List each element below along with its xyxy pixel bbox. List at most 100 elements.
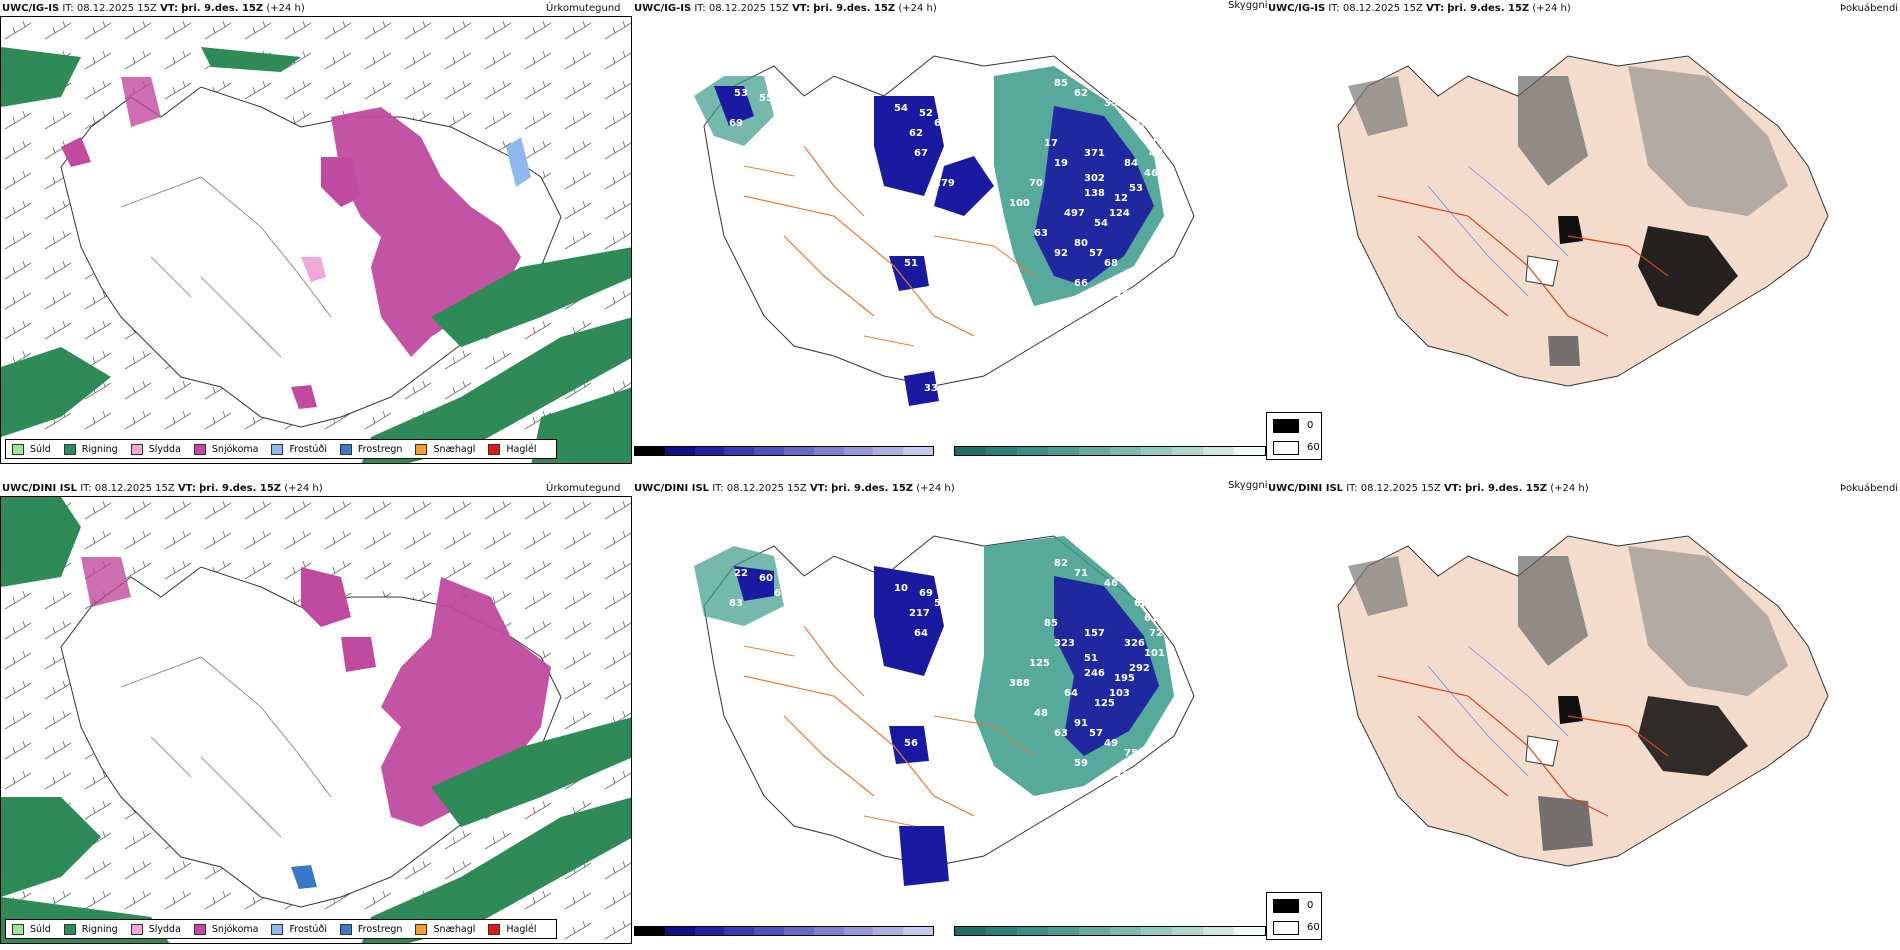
visibility-value-label: 85 [1054,78,1068,89]
precip-legend-label: Snæhagl [433,443,476,455]
precip-legend-label: Slydda [148,923,181,935]
visibility-value-label: 63 [1034,228,1048,239]
vt-value: þri. 9.des. 15Z [831,483,914,494]
precip-legend-label: Frostregn [357,923,403,935]
visibility-value-label: 84 [1124,158,1138,169]
it-value: 08.12.2025 15Z [1342,3,1423,14]
model-name: UWC/DINI ISL [634,483,710,494]
visibility-value-label: 71 [1074,568,1088,579]
visibility-value-label: 60 [759,573,773,584]
panel1-header: UWC/IG-IS IT: 08.12.2025 15Z VT: þri. 9.… [2,3,305,14]
fog-legend-max: 60 [1307,922,1320,933]
cloud-base-visibility-map: 53 55 43 69 54 52 62 67 66 57 83 93 279 85 62 35 46 41 47 4… [634,16,1266,456]
visibility-value-label: 80 [1074,238,1088,249]
visibility-value-label: 125 [1094,698,1115,709]
visibility-value-label: 46 [1144,168,1158,179]
precip-legend-label: Rigning [81,923,118,935]
visibility-value-label: 53 [1129,183,1143,194]
visibility-value-label: 68 [1104,258,1118,269]
precip-legend-item: Slydda [130,443,181,455]
fog-svg [1337,55,1829,387]
visibility-value-label: 326 [1124,638,1145,649]
vt-label: VT: [1443,483,1462,494]
model-name: UWC/IG-IS [2,3,60,14]
precip-legend-label: Rigning [81,443,118,455]
vt-value: þri. 9.des. 15Z [813,3,896,14]
cloud-base-visibility-map: 22 60 68 83 10 69 217 64 53 64 49 54 77 82 71 46 62 61 72 1… [634,496,1266,936]
visibility-value-label: 48 [1034,708,1048,719]
model-name: UWC/DINI ISL [1268,483,1344,494]
visibility-value-label: 55 [759,93,773,104]
visibility-value-label: 59 [1074,758,1088,769]
vt-label: VT: [160,3,179,14]
visibility-value-label: 302 [1084,173,1105,184]
visibility-value-label: 100 [1009,198,1030,209]
vt-value: þri. 9.des. 15Z [1447,3,1530,14]
visibility-value-label: 54 [1094,218,1108,229]
lead-time: (+24 h) [916,483,955,494]
it-label: IT: [80,483,92,494]
vt-value: þri. 9.des. 15Z [199,483,282,494]
visibility-value-label: 49 [959,598,973,609]
visibility-value-label: 19 [1054,158,1068,169]
it-label: IT: [1328,3,1340,14]
visibility-value-label: 69 [729,118,743,129]
it-value: 08.12.2025 15Z [1360,483,1441,494]
precip-legend-label: Súld [30,923,51,935]
precip-legend-label: Súld [30,443,51,455]
visibility-value-label: 83 [959,118,973,129]
visibility-value-label: 217 [909,608,930,619]
visibility-value-label: 70 [1029,178,1043,189]
precip-legend-item: Súld [12,443,51,455]
visibility-value-label: 54 [894,103,908,114]
lead-time: (+24 h) [898,3,937,14]
visibility-value-label: 56 [904,738,918,749]
visibility-value-label: 83 [729,598,743,609]
visibility-value-label: 63 [1054,728,1068,739]
precip-legend-item: Frostúði [271,923,327,935]
it-value: 08.12.2025 15Z [94,483,175,494]
precip-legend-item: Snæhagl [415,443,476,455]
panel1-title: Úrkomutegund [546,483,621,494]
model-name: UWC/IG-IS [634,3,692,14]
visibility-value-label: 68 [774,588,788,599]
visibility-value-label: 66 [919,358,933,369]
precip-legend-item: Frostregn [339,923,403,935]
precip-legend-swatch [12,443,24,455]
fog-indicator-map [1268,496,1900,936]
precip-legend-item: Snjókoma [193,443,258,455]
visibility-value-label: 51 [1084,653,1098,664]
precip-legend-item: Haglél [488,923,537,935]
visibility-value-label: 46 [1104,578,1118,589]
precip-legend-label: Haglél [506,443,537,455]
model-name: UWC/IG-IS [1268,3,1326,14]
lead-time: (+24 h) [284,483,323,494]
fog-legend-min: 0 [1307,420,1314,431]
visibility-value-label: 61 [1124,268,1138,279]
precip-legend-label: Frostúði [289,923,327,935]
visibility-value-label: 17 [1044,138,1058,149]
visibility-value-label: 57 [944,133,958,144]
visibility-value-label: 35 [1104,98,1118,109]
visibility-value-label: 51 [904,258,918,269]
precip-legend-swatch [63,923,76,935]
lead-time: (+24 h) [1550,483,1589,494]
precip-legend-item: Súld [12,923,51,935]
visibility-value-label: 43 [774,108,788,119]
panel1-title: Úrkomutegund [546,3,621,14]
forecast-row-ig-is: UWC/IG-IS IT: 08.12.2025 15Z VT: þri. 9.… [0,0,1900,470]
it-value: 08.12.2025 15Z [708,3,789,14]
precip-legend-label: Frostregn [357,443,403,455]
precip-legend: Súld Rigning Slydda Snjókoma Frostúði Frostre… [5,919,557,939]
it-label: IT: [694,3,706,14]
visibility-value-label: 83 [1114,288,1128,299]
fog-svg [1337,535,1829,867]
vt-label: VT: [809,483,828,494]
visibility-value-label: 62 [1074,88,1088,99]
visibility-value-label: 62 [909,128,923,139]
visibility-value-label: 12 [1114,193,1128,204]
visibility-value-label: 66 [1074,278,1088,289]
visibility-value-label: 82 [1054,558,1068,569]
visibility-value-label: 101 [1144,648,1165,659]
